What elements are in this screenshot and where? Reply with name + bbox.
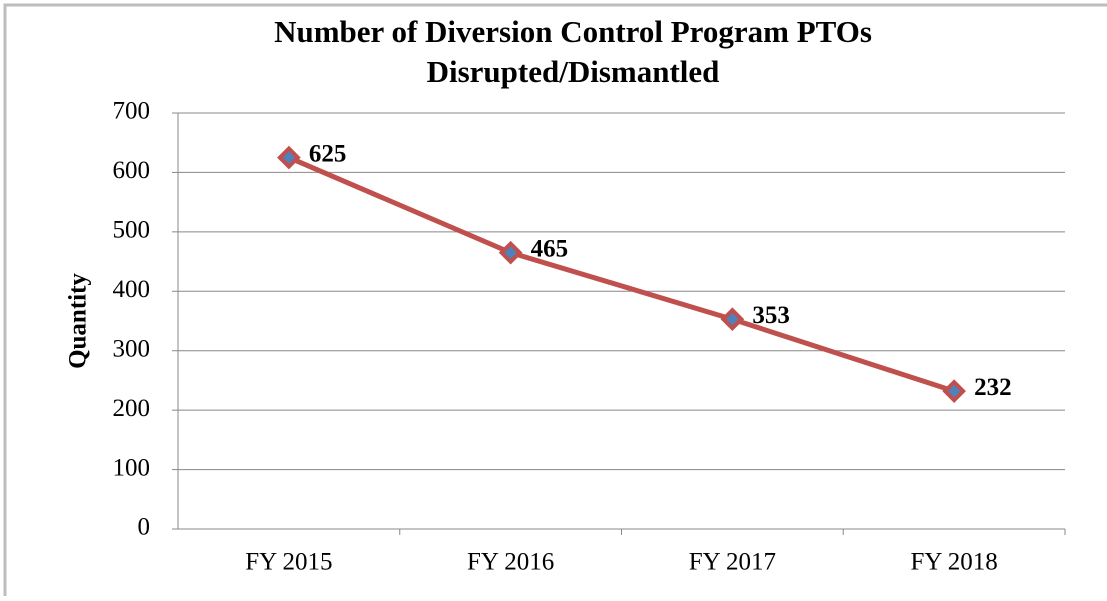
chart-frame bbox=[3, 3, 1107, 601]
y-tick-label: 700 bbox=[113, 98, 151, 125]
y-tick-label: 600 bbox=[113, 157, 151, 184]
marker bbox=[498, 240, 523, 265]
x-tick-label: FY 2015 bbox=[245, 549, 332, 576]
data-label: 465 bbox=[531, 235, 569, 262]
y-tick-label: 300 bbox=[113, 335, 151, 362]
marker bbox=[720, 307, 745, 332]
x-tick-label: FY 2016 bbox=[467, 549, 554, 576]
y-axis-title: Quantity bbox=[65, 273, 92, 369]
marker bbox=[942, 379, 966, 403]
y-tick-label: 200 bbox=[113, 395, 151, 422]
x-tick-label: FY 2017 bbox=[689, 549, 776, 576]
data-label: 353 bbox=[752, 302, 790, 329]
chart-title: Number of Diversion Control Program PTOs bbox=[274, 14, 872, 49]
y-tick-label: 400 bbox=[113, 276, 151, 303]
marker bbox=[277, 145, 301, 170]
chart-title: Disrupted/Dismantled bbox=[427, 54, 720, 89]
x-tick-label: FY 2018 bbox=[910, 549, 997, 576]
line-series bbox=[287, 155, 955, 394]
y-tick-label: 0 bbox=[138, 514, 151, 541]
y-tick-label: 100 bbox=[113, 454, 151, 481]
y-tick-label: 500 bbox=[113, 217, 151, 244]
data-label: 625 bbox=[309, 140, 347, 167]
data-label: 232 bbox=[974, 374, 1012, 401]
